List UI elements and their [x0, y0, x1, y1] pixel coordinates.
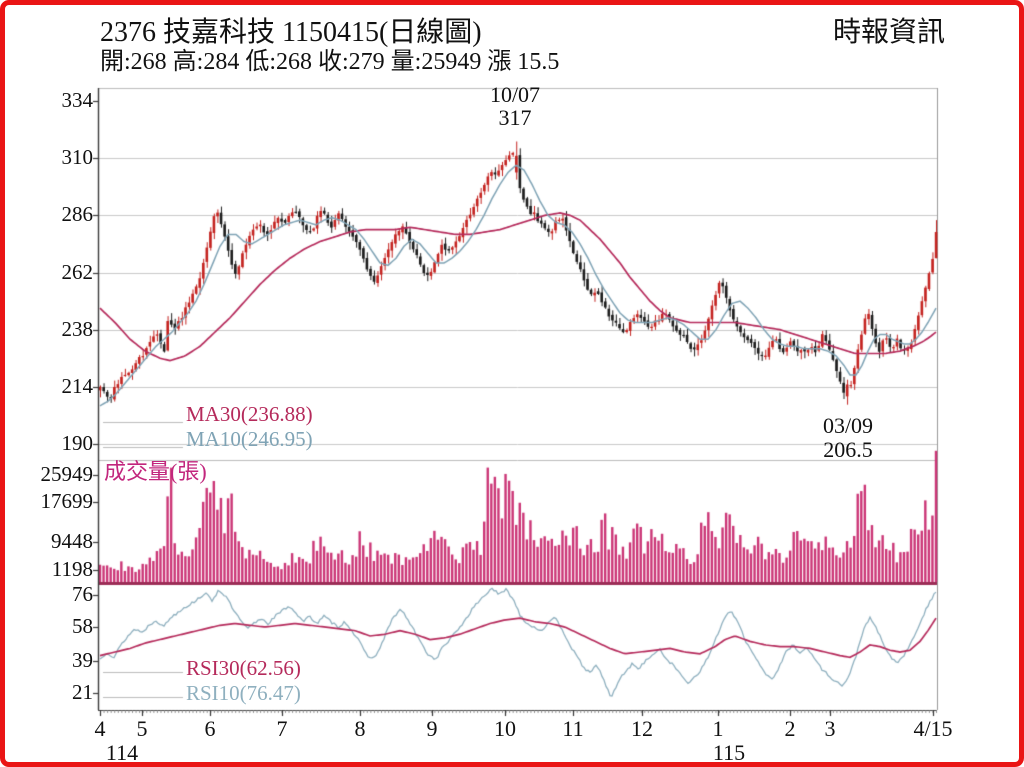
x-axis-month-label: 4/15	[913, 716, 953, 741]
price-axis-tick-label: 190	[61, 431, 94, 455]
ma30-legend: MA30(236.88)	[186, 402, 313, 426]
x-axis-month-label: 7	[276, 716, 288, 741]
x-axis-month-label: 12	[631, 716, 653, 741]
volume-axis-tick-label: 25949	[40, 462, 94, 486]
x-axis-month-label: 5	[136, 716, 148, 741]
rsi10-legend: RSI10(76.47)	[186, 681, 301, 705]
rsi-axis-tick-label: 39	[72, 648, 93, 672]
ma10-legend: MA10(246.95)	[186, 427, 313, 451]
volume-axis-tick-label: 17699	[40, 489, 94, 513]
x-axis-month-label: 1	[712, 716, 724, 741]
peak-annotation-date: 10/07	[489, 82, 541, 107]
price-axis-tick-label: 334	[61, 88, 94, 112]
volume-pane-title: 成交量(張)	[104, 459, 207, 484]
volume-axis-tick-label: 9448	[51, 529, 93, 553]
low-annotation-date: 03/09	[822, 413, 874, 438]
price-axis-tick-label: 310	[61, 145, 94, 169]
stock-chart-canvas	[5, 5, 1019, 762]
x-axis-year-label: 114	[105, 740, 139, 765]
x-axis-month-label: 11	[562, 716, 584, 741]
provider-name: 時報資訊	[832, 17, 945, 48]
page-title: 2376 技嘉科技 1150415(日線圖)	[100, 17, 482, 48]
price-axis-tick-label: 238	[61, 317, 94, 341]
x-axis-month-label: 9	[426, 716, 438, 741]
x-axis-month-label: 4	[94, 716, 106, 741]
volume-axis-tick-label: 1198	[51, 557, 93, 581]
x-axis-month-label: 6	[204, 716, 216, 741]
rsi-axis-tick-label: 58	[72, 614, 93, 638]
low-annotation-value: 206.5	[823, 437, 873, 462]
x-axis-year-label: 115	[712, 740, 746, 765]
x-axis-month-label: 8	[354, 716, 366, 741]
rsi30-legend: RSI30(62.56)	[186, 656, 301, 680]
peak-annotation-value: 317	[498, 105, 532, 130]
rsi-axis-tick-label: 76	[72, 582, 93, 606]
quote-line: 開:268 高:284 低:268 收:279 量:25949 漲 15.5	[100, 49, 560, 75]
price-axis-tick-label: 286	[61, 202, 94, 226]
x-axis-month-label: 2	[784, 716, 796, 741]
rsi-axis-tick-label: 21	[72, 680, 93, 704]
x-axis-month-label: 3	[824, 716, 836, 741]
price-axis-tick-label: 262	[61, 260, 94, 284]
price-axis-tick-label: 214	[61, 374, 94, 398]
x-axis-month-label: 10	[494, 716, 516, 741]
